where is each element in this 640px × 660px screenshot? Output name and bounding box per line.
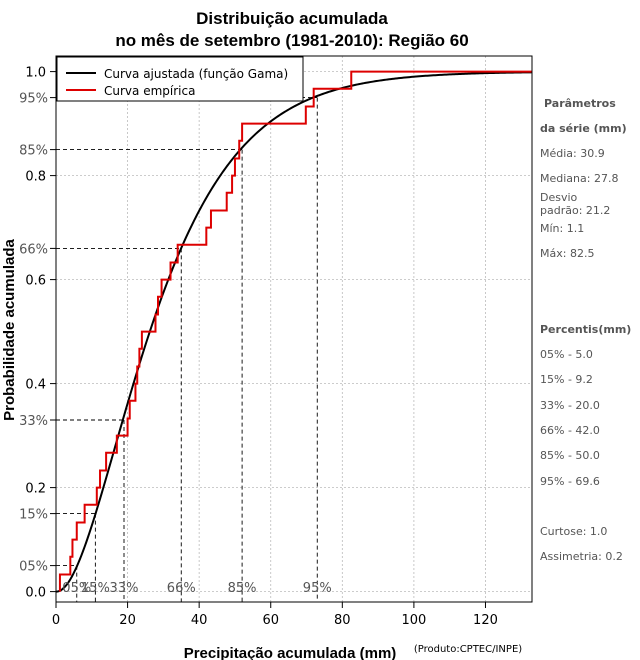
param-mediana: Mediana: 27.8 (540, 172, 618, 185)
percentile-y-label: 33% (19, 414, 48, 429)
y-axis-title: Probabilidade acumulada (1, 238, 18, 420)
legend-label-empirical: Curva empírica (104, 84, 195, 98)
x-axis-title: Precipitação acumulada (mm) (184, 645, 397, 660)
param-media: Média: 30.9 (540, 147, 605, 160)
y-tick-label: 0.4 (25, 378, 46, 393)
percentil-15: 15% - 9.2 (540, 373, 593, 386)
percentis-title: Percentis(mm) (540, 323, 631, 336)
x-tick-label: 60 (262, 613, 279, 628)
param-desvio-line-2: padrão: 21.2 (540, 204, 610, 217)
percentil-95: 95% - 69.6 (540, 475, 600, 488)
percentil-85: 85% - 50.0 (540, 449, 600, 462)
percentile-x-label: 33% (110, 581, 139, 596)
x-tick-label: 20 (119, 613, 136, 628)
param-min: Mín: 1.1 (540, 222, 584, 235)
x-tick-label: 80 (334, 613, 351, 628)
chart-title-line-1: Distribuição acumulada (196, 9, 388, 28)
chart-title-line-2: no mês de setembro (1981-2010): Região 6… (115, 31, 468, 50)
percentil-33: 33% - 20.0 (540, 399, 600, 412)
fitted-gamma-curve (55, 71, 533, 593)
percentile-x-label: 95% (303, 581, 332, 596)
y-tick-label: 0.8 (25, 170, 46, 185)
percentile-x-label: 66% (167, 581, 196, 596)
y-tick-label: 0.2 (25, 482, 46, 497)
percentile-y-label: 85% (19, 144, 48, 159)
plot-frame (55, 55, 533, 603)
params-title-line-1: Parâmetros (544, 97, 616, 110)
y-tick-label: 0.6 (25, 274, 46, 289)
percentil-05: 05% - 5.0 (540, 348, 593, 361)
param-desvio-line-1: Desvio (540, 191, 578, 204)
legend-box (56, 56, 304, 102)
x-tick-label: 0 (52, 613, 60, 628)
x-tick-label: 100 (401, 613, 426, 628)
percentile-y-label: 66% (19, 242, 48, 257)
percentile-x-label: 05% (62, 581, 91, 596)
percentile-y-label: 95% (19, 92, 48, 107)
percentile-y-label: 15% (19, 508, 48, 523)
percentile-x-label: 15% (81, 581, 110, 596)
params-title-line-2: da série (mm) (540, 122, 627, 135)
axis-ticks: 0 20 40 60 80 100 1200.00.20.40.60.81.005%05%1… (19, 66, 498, 628)
empirical-step-curve (58, 70, 532, 592)
percentil-66: 66% - 42.0 (540, 424, 600, 437)
percentile-y-label: 05% (19, 560, 48, 575)
y-tick-label: 0.0 (25, 586, 46, 601)
grid (55, 56, 532, 602)
x-tick-label: 120 (473, 613, 498, 628)
legend: Curva ajustada (função Gama) Curva empír… (56, 56, 304, 102)
param-assimetria: Assimetria: 0.2 (540, 550, 623, 563)
y-tick-label: 1.0 (25, 66, 46, 81)
param-max: Máx: 82.5 (540, 247, 594, 260)
param-curtose: Curtose: 1.0 (540, 525, 607, 538)
series-parameters-panel: Parâmetros da série (mm) Média: 30.9 Med… (540, 97, 631, 563)
legend-label-fitted: Curva ajustada (função Gama) (104, 67, 288, 81)
x-tick-label: 40 (191, 613, 208, 628)
percentile-x-label: 85% (228, 581, 257, 596)
credit-label: (Produto:CPTEC/INPE) (414, 644, 522, 655)
